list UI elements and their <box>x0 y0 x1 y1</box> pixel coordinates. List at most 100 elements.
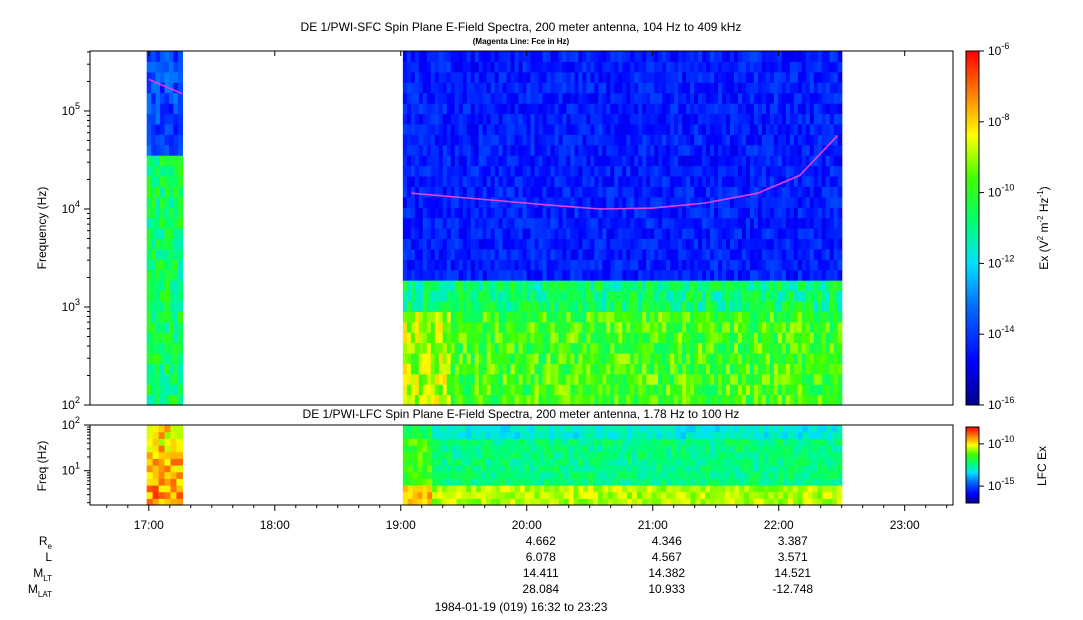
sfc-cell <box>502 311 508 323</box>
sfc-cell <box>422 196 428 208</box>
sfc-cell <box>474 248 480 260</box>
sfc-cell <box>662 92 667 104</box>
lfc-cell <box>461 478 467 486</box>
lfc-cell <box>671 471 677 479</box>
sfc-cell <box>514 259 520 271</box>
sfc-cell <box>151 134 157 146</box>
sfc-cell <box>642 196 647 208</box>
sfc-cell <box>594 363 599 375</box>
lfc-cell <box>568 438 575 446</box>
sfc-cell <box>410 123 416 135</box>
sfc-cell <box>594 113 599 125</box>
sfc-cell <box>422 165 428 177</box>
sfc-cell <box>622 134 627 146</box>
lfc-cell <box>407 445 414 453</box>
sfc-cell <box>606 300 611 312</box>
sfc-cell <box>414 342 420 354</box>
sfc-cell <box>726 134 731 146</box>
sfc-cell <box>422 363 428 375</box>
sfc-cell <box>534 321 540 333</box>
sfc-cell <box>590 61 595 73</box>
sfc-cell <box>422 269 428 281</box>
lfc-cell <box>666 451 672 459</box>
sfc-cell <box>630 238 635 250</box>
sfc-cell <box>602 134 607 146</box>
sfc-cell <box>686 207 691 219</box>
sfc-cell <box>510 92 516 104</box>
sfc-cell <box>530 155 536 167</box>
lfc-cell <box>607 458 614 466</box>
sfc-cell <box>562 311 568 323</box>
sfc-cell <box>554 321 560 333</box>
sfc-cell <box>498 175 504 187</box>
sfc-cell <box>177 207 183 219</box>
sfc-cell <box>793 134 799 146</box>
lfc-cell <box>476 458 482 466</box>
sfc-cell <box>514 165 520 177</box>
sfc-cell <box>470 269 476 281</box>
sfc-cell <box>510 373 516 385</box>
sfc-cell <box>446 384 452 396</box>
sfc-cell <box>634 290 639 302</box>
sfc-cell <box>550 342 556 354</box>
lfc-cell <box>695 471 701 479</box>
sfc-cell <box>650 82 655 94</box>
sfc-cell <box>542 196 548 208</box>
sfc-cell <box>638 321 643 333</box>
lfc-cell <box>441 438 448 446</box>
sfc-cell <box>470 228 476 240</box>
sfc-cell <box>518 290 524 302</box>
sfc-cell <box>745 51 751 63</box>
sfc-cell <box>490 186 496 198</box>
sfc-cell <box>789 363 795 375</box>
sfc-cell <box>414 51 420 63</box>
sfc-cell <box>817 228 823 240</box>
lfc-cell <box>656 451 662 459</box>
sfc-cell <box>490 394 496 406</box>
lfc-cell <box>505 458 511 466</box>
sfc-cell <box>177 165 183 177</box>
sfc-cell <box>734 373 739 385</box>
sfc-cell <box>821 321 827 333</box>
sfc-cell <box>151 342 157 354</box>
sfc-cell <box>606 134 611 146</box>
sfc-cell <box>402 61 408 73</box>
sfc-cell <box>706 238 711 250</box>
sfc-cell <box>438 71 444 83</box>
sfc-cell <box>466 82 472 94</box>
sfc-cell <box>618 71 623 83</box>
sfc-cell <box>574 186 579 198</box>
sfc-cell <box>562 51 568 63</box>
sfc-cell <box>626 290 631 302</box>
lfc-cell <box>441 491 448 499</box>
lfc-cell <box>588 458 594 466</box>
sfc-cell <box>734 259 739 271</box>
sfc-cell <box>490 342 496 354</box>
sfc-cell <box>510 363 516 375</box>
sfc-cell <box>789 311 795 323</box>
sfc-cell <box>829 248 835 260</box>
sfc-cell <box>498 332 504 344</box>
sfc-cell <box>486 352 492 364</box>
sfc-cell <box>590 363 595 375</box>
sfc-cell <box>785 228 791 240</box>
lfc-cell <box>739 451 745 459</box>
sfc-cell <box>606 51 611 63</box>
lfc-cell <box>597 491 604 499</box>
sfc-cell <box>622 92 627 104</box>
sfc-cell <box>550 92 556 104</box>
sfc-cell <box>734 342 739 354</box>
sfc-cell <box>821 363 827 375</box>
sfc-cell <box>586 134 591 146</box>
sfc-cell <box>462 352 468 364</box>
sfc-cell <box>582 384 587 396</box>
sfc-cell <box>177 175 183 187</box>
sfc-cell <box>646 342 651 354</box>
sfc-cell <box>698 269 703 281</box>
sfc-cell <box>686 186 691 198</box>
sfc-cell <box>622 113 627 125</box>
sfc-cell <box>598 259 603 271</box>
lfc-cell <box>622 445 628 453</box>
sfc-cell <box>630 51 635 63</box>
sfc-cell <box>666 352 671 364</box>
